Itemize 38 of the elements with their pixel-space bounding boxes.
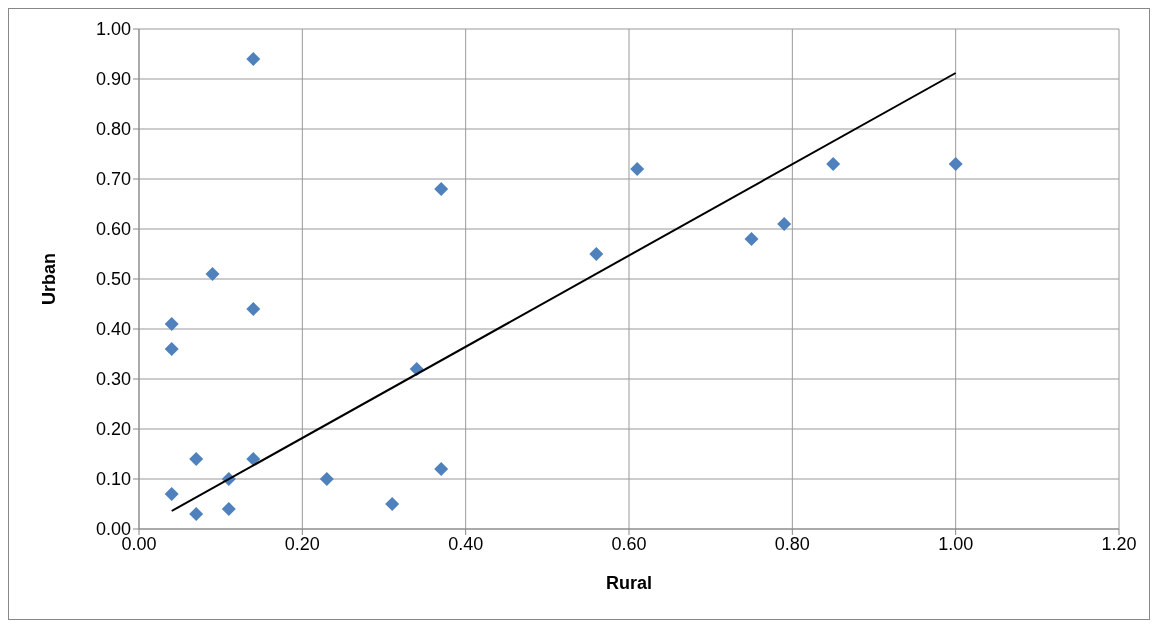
point [246,52,261,66]
point [164,487,179,501]
y-tick-label: 0.10 [95,469,131,490]
point [246,302,261,316]
y-tick-label: 1.00 [95,19,131,40]
y-tick-label: 0.50 [95,269,131,290]
y-tick-label: 0.40 [95,319,131,340]
point [948,157,963,171]
point [434,462,449,476]
point [434,182,449,196]
point [164,342,179,356]
point [164,317,179,331]
point [385,497,400,511]
point [744,232,759,246]
x-tick-label: 0.60 [611,533,647,554]
point [630,162,645,176]
y-tick-label: 0.90 [95,69,131,90]
x-axis-title: Rural [605,573,653,593]
x-tick-label: 0.40 [448,533,484,554]
point [319,472,334,486]
point [826,157,841,171]
point [246,452,261,466]
y-axis-title: Urban [39,252,60,306]
y-tick-label: 0.80 [95,119,131,140]
point [205,267,220,281]
x-tick-label: 0.20 [284,533,320,554]
y-tick-label: 0.30 [95,369,131,390]
point [189,507,204,521]
x-tick-label: 1.20 [1101,533,1137,554]
x-tick-label: 0.80 [774,533,810,554]
y-tick-label: 0.70 [95,169,131,190]
point [189,452,204,466]
y-tick-label: 0.60 [95,219,131,240]
x-tick-label: 1.00 [938,533,974,554]
y-tick-label: 0.20 [95,419,131,440]
point [589,247,604,261]
point [777,217,792,231]
point [221,502,236,516]
